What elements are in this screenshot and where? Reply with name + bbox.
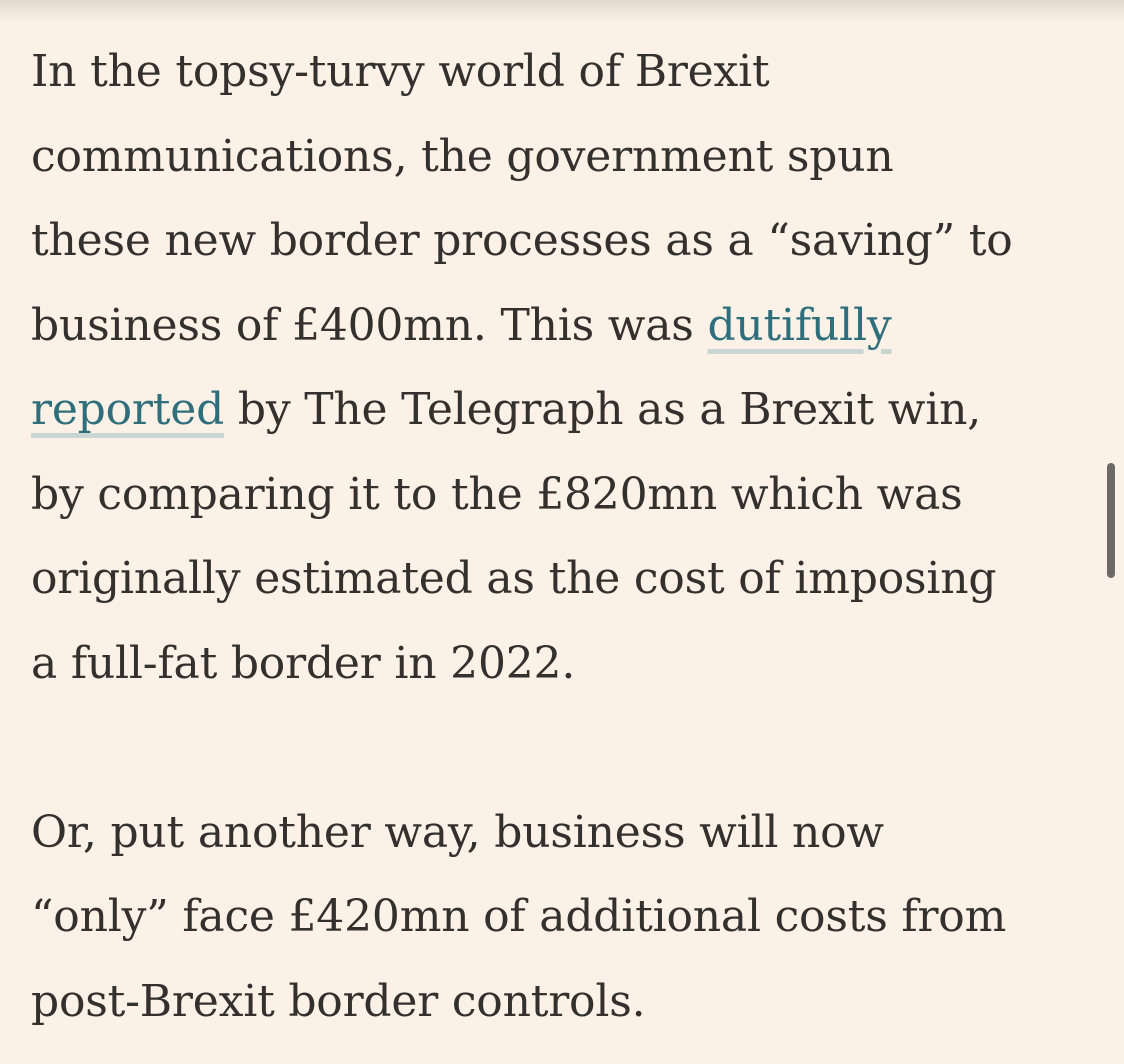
paragraph-1-line-4: business of £400mn. This was dutifully [31, 284, 1089, 369]
paragraph-1-line-8: a full-fat border in 2022. [31, 637, 576, 689]
telegraph-article-link-part-1[interactable]: dutifully [707, 299, 892, 351]
paragraph-2: Or, put another way, business will now “… [31, 791, 1089, 1045]
paragraph-1-line-5: reported by The Telegraph as a Brexit wi… [31, 368, 1089, 453]
paragraph-1-line-5-text: by The Telegraph as a Brexit win, [224, 384, 982, 435]
paragraph-1-line-3: these new border processes as a “saving”… [31, 215, 1013, 266]
article-body: In the topsy-turvy world of Brexit commu… [31, 30, 1089, 1044]
paragraph-1: In the topsy-turvy world of Brexit commu… [31, 30, 1089, 706]
paragraph-2-line-3: post-Brexit border controls. [31, 975, 646, 1027]
paragraph-1-line-1: In the topsy-turvy world of Brexit [31, 46, 770, 97]
paragraph-2-line-1: Or, put another way, business will now [31, 806, 884, 858]
paragraph-1-line-2: communications, the government spun [31, 130, 894, 182]
scrollbar-thumb[interactable] [1107, 463, 1115, 578]
paragraph-1-line-7: originally estimated as the cost of impo… [31, 553, 997, 604]
paragraph-2-line-2: “only” face £420mn of additional costs f… [31, 891, 1007, 942]
telegraph-article-link-part-2[interactable]: reported [31, 384, 225, 435]
paragraph-1-line-6: by comparing it to the £820mn which was [31, 468, 963, 520]
paragraph-1-line-4-text: business of £400mn. This was [31, 299, 708, 351]
top-shadow [0, 0, 1124, 22]
